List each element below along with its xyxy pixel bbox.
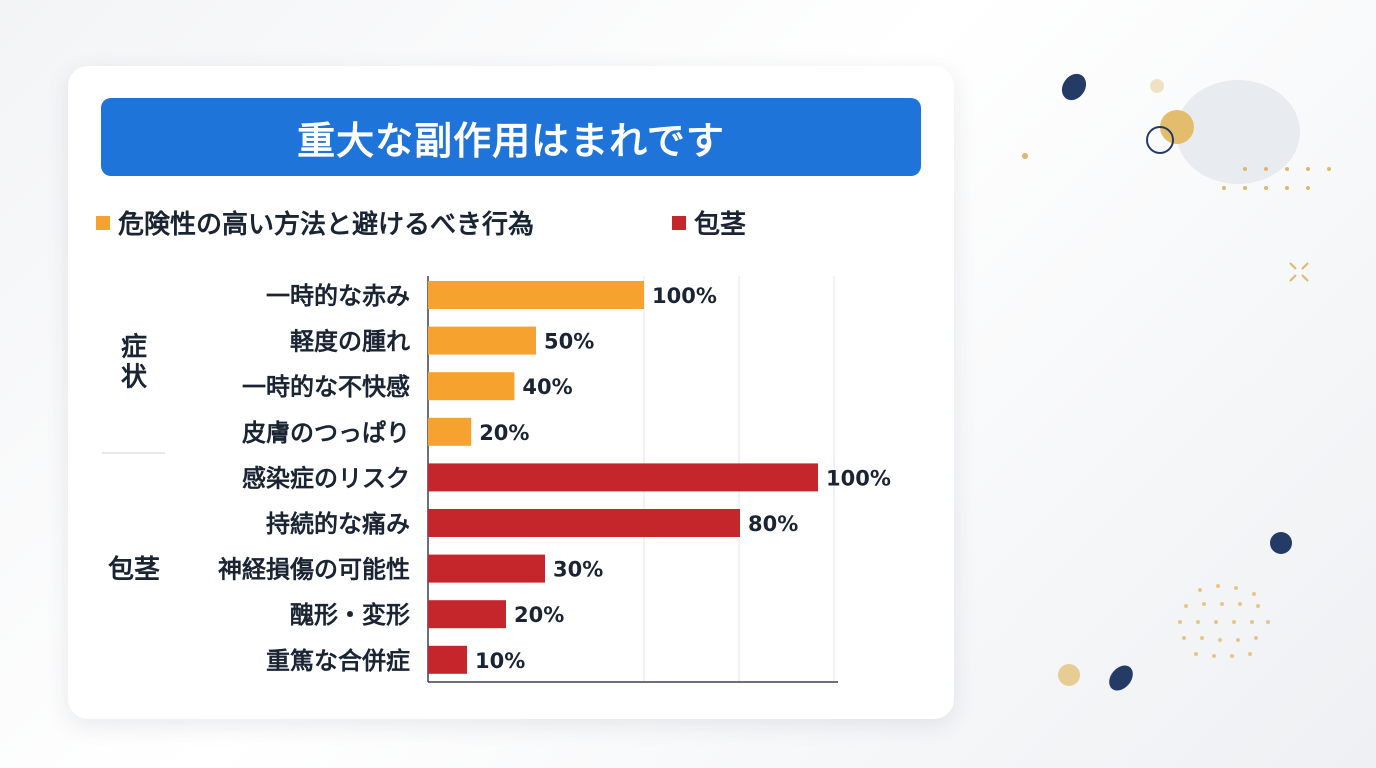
data-label: 10%	[475, 649, 525, 673]
bar	[428, 281, 644, 309]
decor-dot-cluster	[1178, 584, 1270, 658]
bar	[428, 463, 818, 492]
data-label: 20%	[479, 421, 529, 445]
data-label: 20%	[514, 603, 564, 627]
legend-label-phimosis: 包茎	[694, 210, 747, 240]
category-label: 皮膚のつっぱり	[242, 419, 410, 447]
category-label: 一時的な不快感	[242, 373, 410, 401]
decor-gold-dot	[1150, 79, 1164, 93]
bar	[428, 645, 467, 674]
bar	[428, 417, 472, 446]
category-label: 神経損傷の可能性	[218, 556, 410, 584]
category-label: 醜形・変形	[290, 601, 410, 629]
legend-swatch-symptoms	[96, 215, 110, 230]
group-label-phimosis: 包茎	[108, 554, 160, 585]
category-label: 持続的な痛み	[266, 510, 410, 538]
data-label: 40%	[522, 375, 572, 399]
bar	[428, 372, 515, 401]
bar-chart: 一時的な赤み 100% 軽度の腫れ 50% 一時的な不快感 40% 皮膚のつっぱり 20% 感染…	[102, 276, 891, 683]
decor-navy-leaf	[1061, 73, 1087, 101]
decor-dot-grid	[1222, 167, 1331, 190]
legend-swatch-phimosis	[672, 215, 686, 230]
bar	[428, 554, 545, 583]
decor-gold-circle	[1058, 664, 1080, 686]
data-label: 50%	[544, 330, 594, 354]
decor-navy-dot	[1270, 532, 1292, 554]
data-label: 80%	[748, 512, 798, 536]
bar	[428, 600, 506, 629]
legend-item-phimosis: 包茎	[672, 204, 746, 241]
data-label: 100%	[826, 466, 891, 490]
chart-title: 重大な副作用はまれです	[297, 118, 725, 163]
group-label-symptoms: 状	[121, 362, 148, 392]
legend-label-symptoms: 危険性の高い方法と避けるべき行為	[118, 210, 535, 240]
decor-navy-leaf	[1109, 665, 1133, 691]
decor-gold-circle	[1160, 110, 1194, 144]
group-label-symptoms: 症	[121, 331, 147, 362]
data-label: 100%	[652, 284, 717, 308]
category-label: 一時的な赤み	[266, 282, 410, 310]
decor-cloud-blob	[1176, 80, 1300, 184]
category-label: 感染症のリスク	[242, 464, 410, 492]
category-label: 軽度の腫れ	[290, 328, 410, 356]
bar	[428, 509, 740, 537]
legend-item-symptoms: 危険性の高い方法と避けるべき行為	[96, 204, 534, 241]
decor-ring	[1146, 126, 1174, 154]
category-label: 重篤な合併症	[266, 647, 410, 675]
decor-cross-mark	[1289, 262, 1309, 282]
bar	[428, 326, 536, 355]
decor-gold-dot	[1022, 153, 1028, 159]
data-label: 30%	[553, 558, 603, 582]
chart-card: 重大な副作用はまれです 危険性の高い方法と避けるべき行為 包茎 一時的な赤み 10…	[68, 66, 954, 719]
title-banner: 重大な副作用はまれです	[101, 98, 921, 176]
